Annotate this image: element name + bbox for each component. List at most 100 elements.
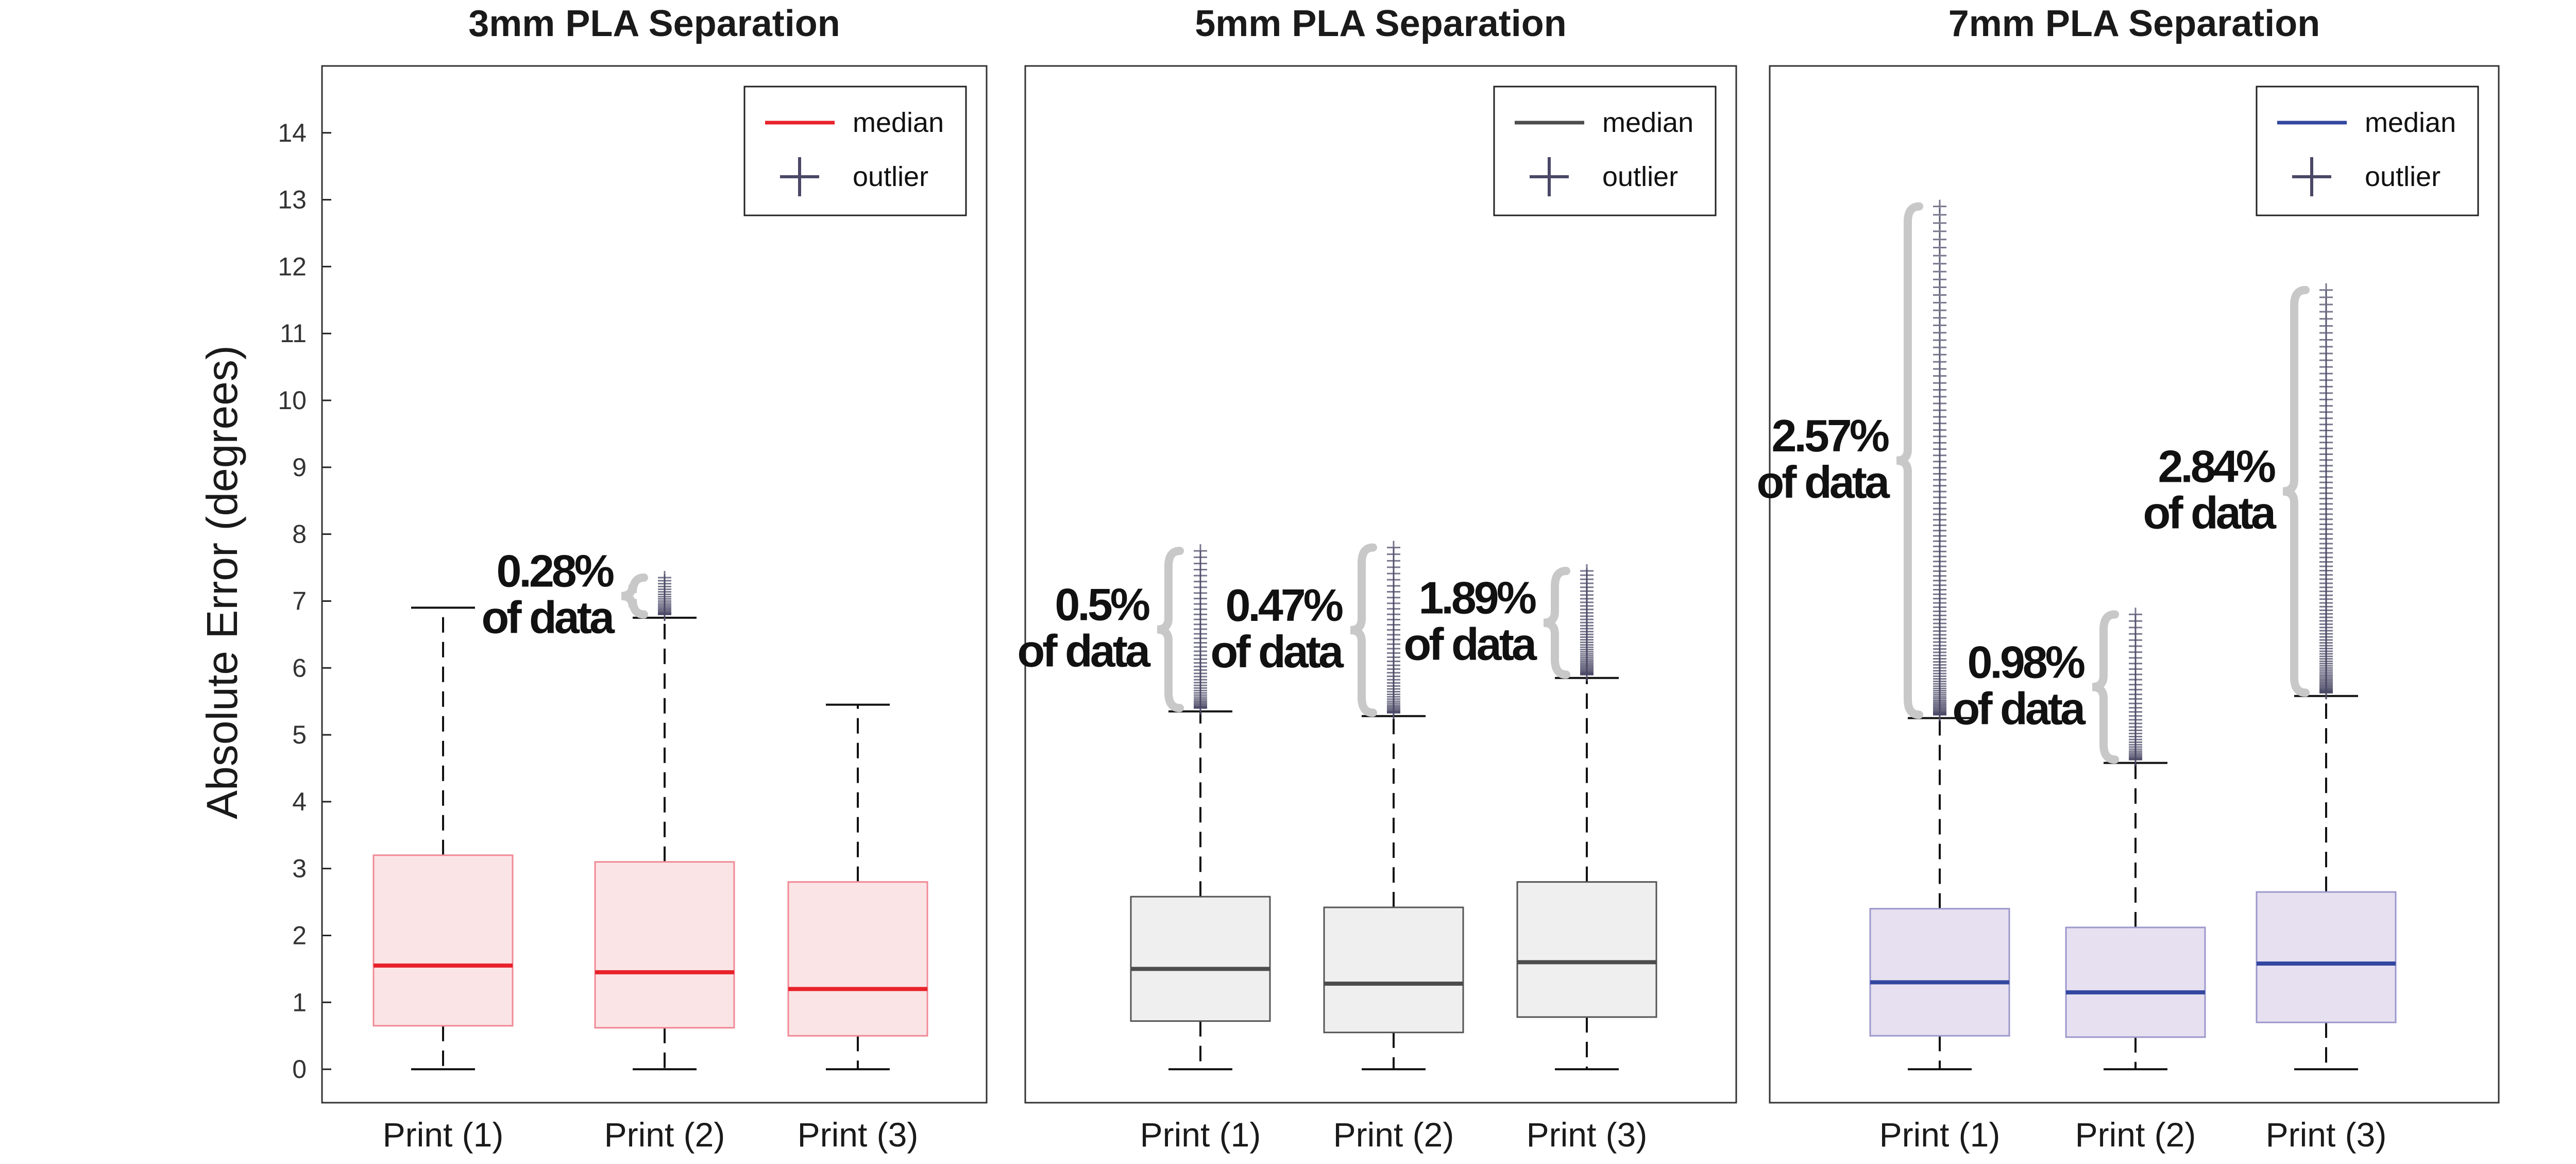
legend-outlier-label: outlier bbox=[853, 161, 928, 192]
panel-title: 5mm PLA Separation bbox=[1195, 3, 1567, 44]
y-axis-label: Absolute Error (degrees) bbox=[198, 345, 246, 819]
legend-median-label: median bbox=[1602, 107, 1693, 138]
annotation-percent: 0.5% bbox=[1055, 579, 1149, 630]
y-tick-label: 8 bbox=[292, 520, 307, 549]
box-iqr bbox=[2256, 891, 2397, 1023]
annotation-label: of data bbox=[482, 592, 616, 643]
box-iqr bbox=[787, 881, 928, 1037]
annotation-percent: 2.84% bbox=[2158, 441, 2275, 492]
y-tick-label: 5 bbox=[292, 720, 307, 749]
legend-median-label: median bbox=[2365, 107, 2456, 138]
annotation-label: of data bbox=[1404, 619, 1538, 670]
y-tick-label: 13 bbox=[278, 185, 307, 214]
legend: median outlier bbox=[2256, 86, 2479, 216]
outlier-marker bbox=[1933, 199, 1946, 213]
box-iqr bbox=[1516, 881, 1657, 1018]
y-tick-label: 12 bbox=[278, 252, 307, 281]
annotation-percent: 0.28% bbox=[496, 546, 613, 597]
legend-outlier-label: outlier bbox=[1602, 161, 1678, 192]
y-tick-label: 11 bbox=[280, 319, 307, 348]
box-iqr bbox=[594, 861, 735, 1029]
legend-median-label: median bbox=[853, 107, 944, 138]
y-tick-label: 1 bbox=[292, 988, 307, 1017]
box-iqr bbox=[1869, 908, 2010, 1037]
legend-box bbox=[2256, 86, 2479, 216]
outlier-marker bbox=[2319, 283, 2333, 297]
annotation-label: of data bbox=[1018, 626, 1151, 677]
legend-box bbox=[743, 86, 967, 216]
annotation-label: of data bbox=[1757, 457, 1891, 508]
outlier-brace bbox=[1543, 567, 1570, 679]
annotation-label: of data bbox=[1211, 626, 1345, 677]
box-1: 0.5%of data bbox=[1018, 544, 1271, 1071]
legend-outlier-label: outlier bbox=[2365, 161, 2441, 192]
x-tick-label: Print (1) bbox=[1879, 1116, 2001, 1154]
outlier-brace bbox=[1896, 202, 1923, 719]
x-tick-label: Print (2) bbox=[604, 1116, 725, 1154]
y-tick-label: 7 bbox=[292, 586, 307, 615]
outlier-brace bbox=[2282, 285, 2310, 697]
annotation-percent: 0.98% bbox=[1967, 636, 2084, 687]
annotation-label: of data bbox=[1953, 683, 2087, 734]
legend-box bbox=[1493, 86, 1717, 216]
box-3: 1.89%of data bbox=[1404, 564, 1657, 1071]
legend-outlier-marker bbox=[2292, 157, 2331, 196]
annotation-percent: 0.47% bbox=[1225, 580, 1342, 631]
box-iqr bbox=[1130, 896, 1271, 1022]
panel-frame bbox=[1024, 65, 1737, 1104]
box-1: 2.57%of data bbox=[1757, 199, 2010, 1071]
y-tick-label: 4 bbox=[292, 787, 307, 816]
outliers bbox=[1580, 564, 1594, 682]
legend: median outlier bbox=[743, 86, 967, 216]
x-tick-label: Print (1) bbox=[383, 1116, 504, 1154]
panel-frame bbox=[321, 65, 988, 1104]
x-tick-label: Print (3) bbox=[1527, 1116, 1648, 1154]
outlier-brace bbox=[2092, 610, 2119, 764]
legend-outlier-marker bbox=[1530, 157, 1569, 196]
box-iqr bbox=[2065, 926, 2206, 1038]
annotation-percent: 2.57% bbox=[1771, 410, 1888, 461]
box-2: 0.47%of data bbox=[1211, 541, 1464, 1071]
panel-1: 3mm PLA Separation Print (1) 0.28%of data P… bbox=[321, 3, 988, 1154]
panel-frame bbox=[1769, 65, 2500, 1104]
outlier-marker bbox=[658, 571, 671, 585]
legend-outlier-marker bbox=[780, 157, 819, 196]
y-tick-label: 9 bbox=[292, 453, 307, 482]
y-tick-label: 14 bbox=[278, 119, 307, 147]
y-tick-label: 3 bbox=[292, 854, 307, 883]
annotation-percent: 1.89% bbox=[1418, 572, 1535, 623]
y-tick-label: 10 bbox=[278, 386, 307, 415]
outlier-marker bbox=[1387, 541, 1400, 554]
outliers bbox=[1194, 544, 1207, 715]
annotation-label: of data bbox=[2143, 487, 2277, 538]
box-2: 0.98%of data bbox=[1953, 608, 2206, 1071]
outlier-brace bbox=[621, 573, 648, 619]
panel-title: 3mm PLA Separation bbox=[468, 3, 840, 44]
legend: median outlier bbox=[1493, 86, 1717, 216]
outlier-marker bbox=[1580, 564, 1594, 578]
x-tick-label: Print (1) bbox=[1140, 1116, 1261, 1154]
box-1 bbox=[372, 606, 514, 1071]
outliers bbox=[658, 571, 671, 621]
box-iqr bbox=[1323, 906, 1464, 1034]
x-tick-label: Print (3) bbox=[798, 1116, 919, 1154]
x-tick-label: Print (2) bbox=[1333, 1116, 1454, 1154]
outlier-marker bbox=[2129, 608, 2142, 621]
outlier-brace bbox=[1157, 547, 1184, 713]
y-tick-label: 6 bbox=[292, 653, 307, 682]
outlier-brace bbox=[1350, 543, 1377, 717]
box-iqr bbox=[372, 854, 514, 1027]
box-3: 2.84%of data bbox=[2143, 283, 2397, 1071]
box-3 bbox=[787, 703, 928, 1071]
outliers bbox=[1933, 199, 1946, 722]
outlier-marker bbox=[1194, 544, 1207, 558]
y-tick-label: 2 bbox=[292, 921, 307, 950]
y-tick-label: 0 bbox=[292, 1055, 307, 1084]
box-2: 0.28%of data bbox=[482, 546, 735, 1071]
outliers bbox=[1387, 541, 1400, 720]
